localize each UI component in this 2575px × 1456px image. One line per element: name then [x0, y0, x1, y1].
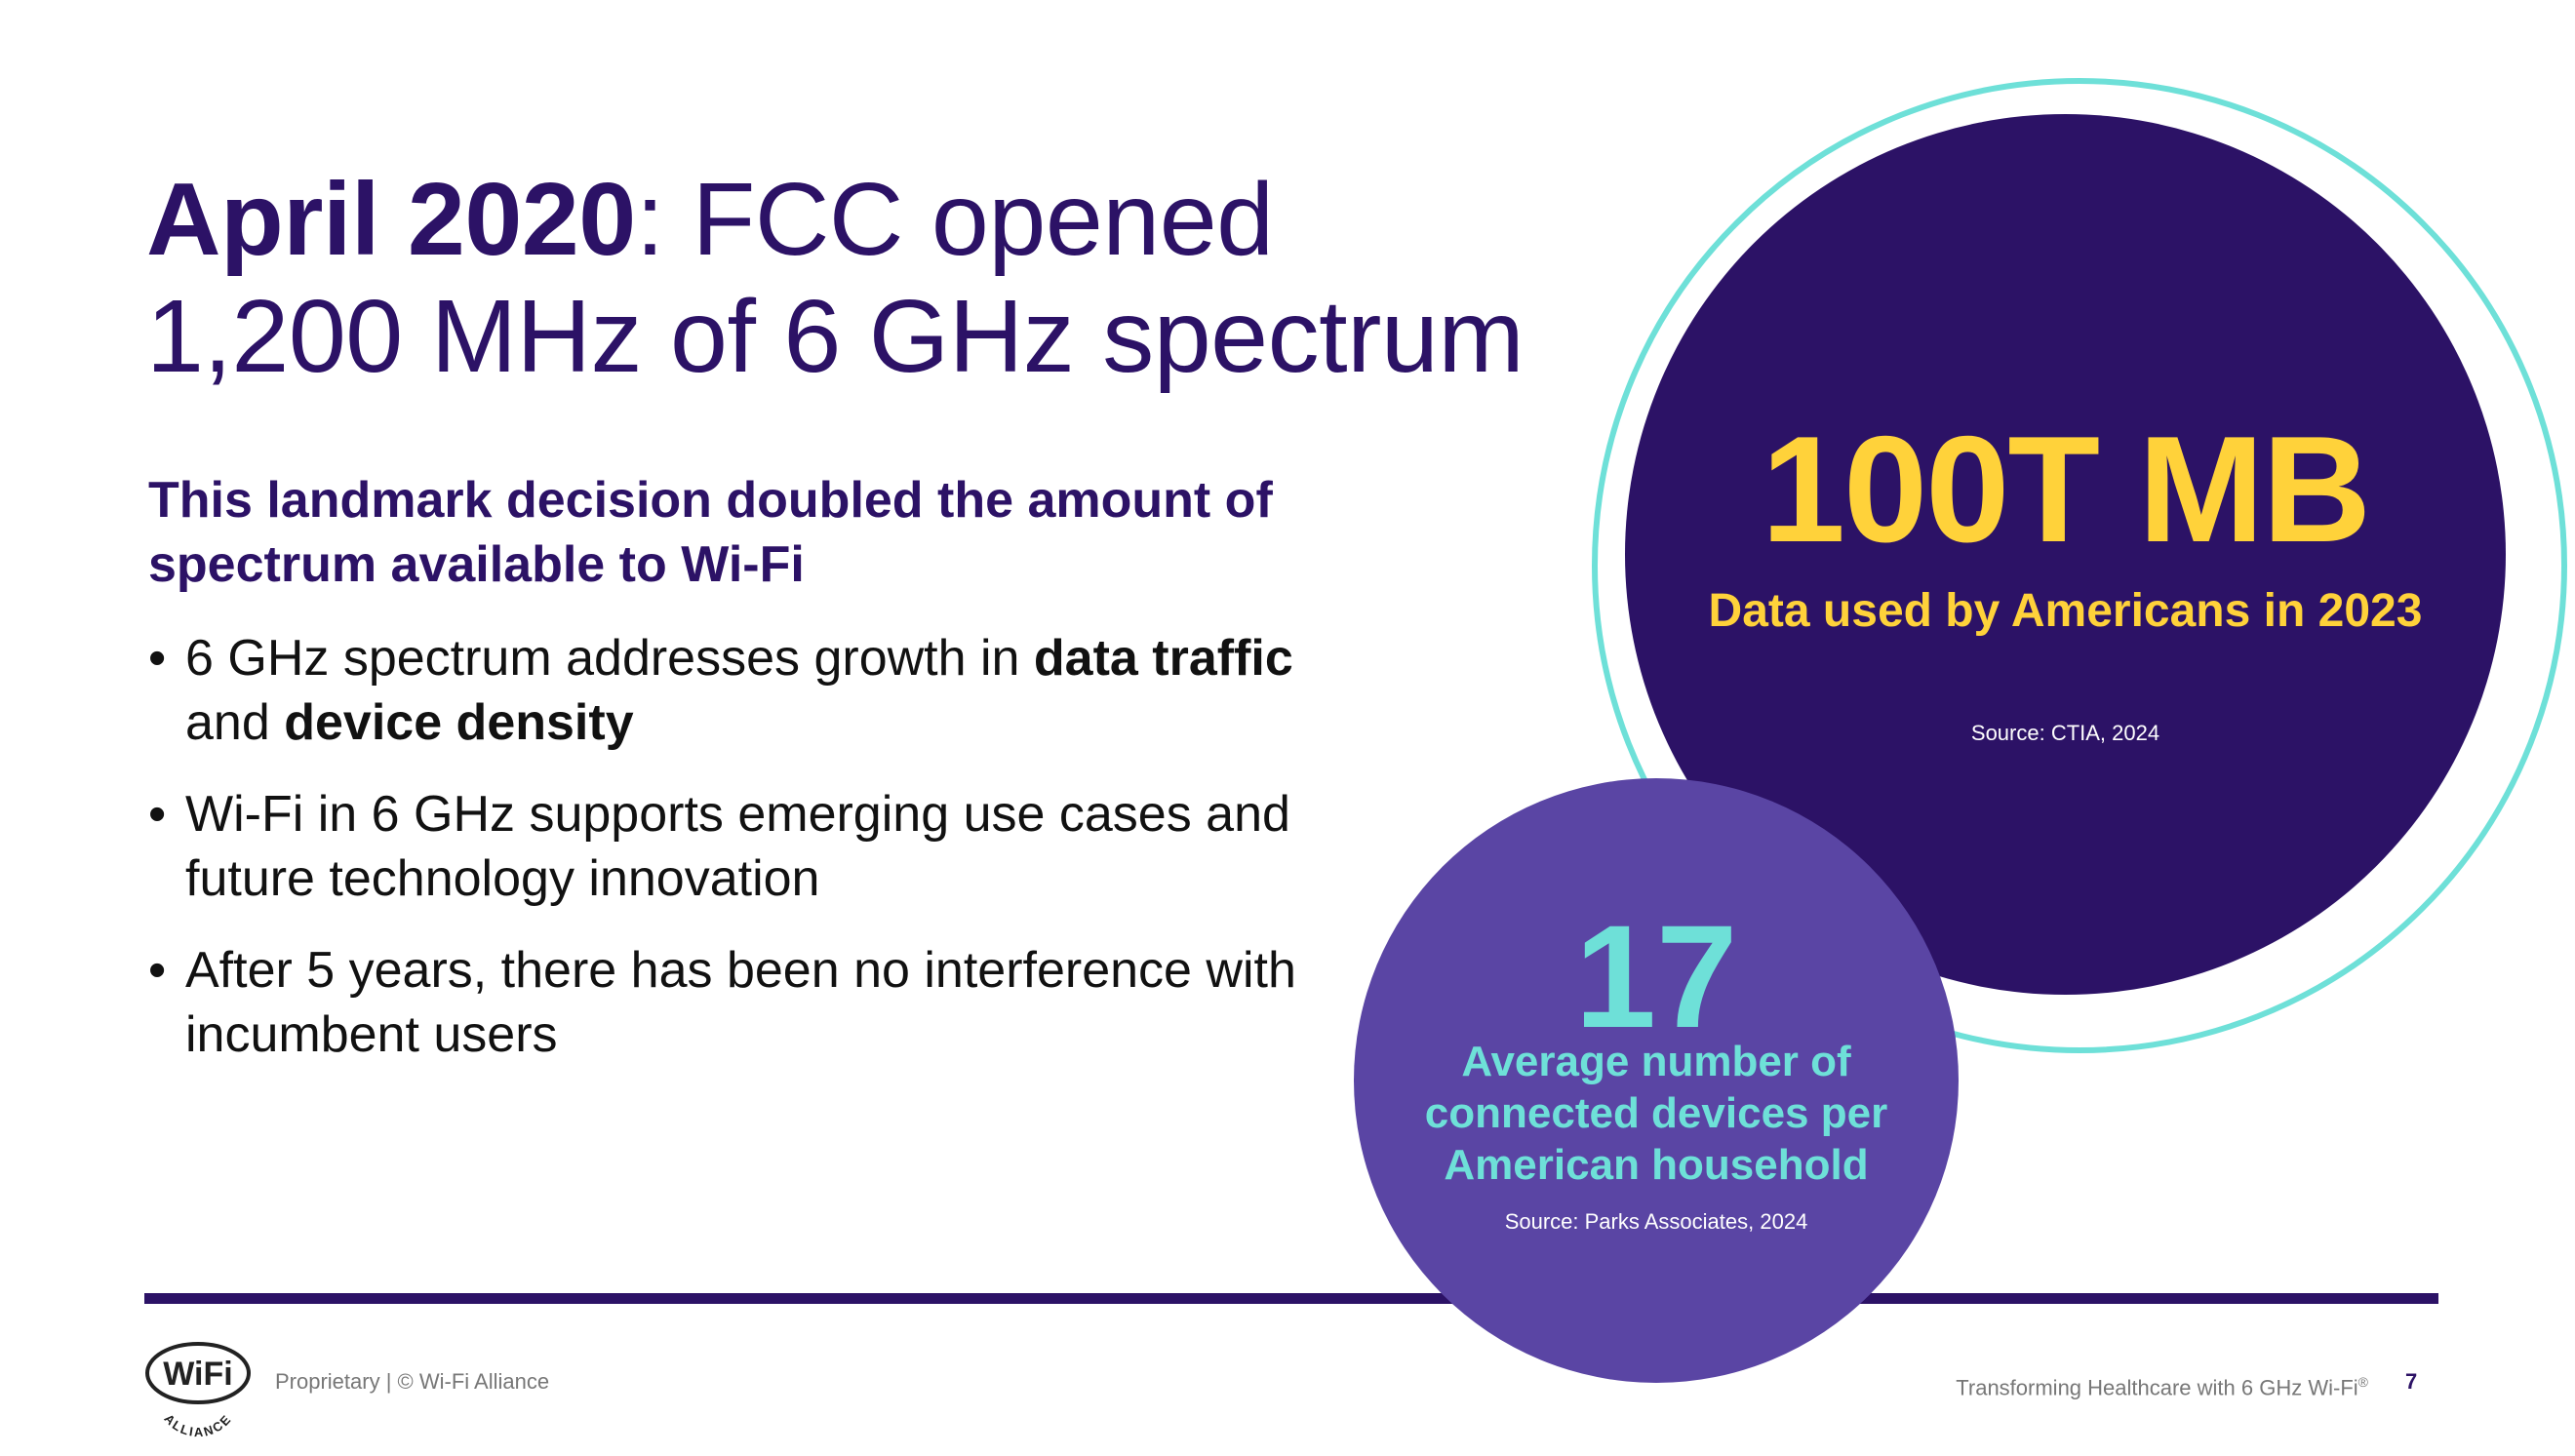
stat-caption-text: Average number of connected devices per … — [1424, 1038, 1888, 1189]
title-line1-rest: : FCC opened — [635, 162, 1274, 277]
bullet-item: • 6 GHz spectrum addresses growth in dat… — [148, 626, 1299, 755]
logo-wordmark: WiFi — [163, 1356, 232, 1393]
footer-divider — [144, 1293, 2438, 1304]
stat-caption: Average number of connected devices per … — [1354, 1036, 1959, 1191]
stat-source: Source: Parks Associates, 2024 — [1504, 1209, 1808, 1234]
bullet-marker: • — [148, 942, 167, 999]
registered-mark: ® — [2357, 1374, 2368, 1390]
subheading: This landmark decision doubled the amoun… — [148, 472, 1273, 593]
wifi-alliance-logo: WiFi ALLIANCE — [145, 1342, 251, 1439]
stat-value: 100T MB — [1761, 405, 2371, 573]
slide-title: April 2020: FCC opened 1,200 MHz of 6 GH… — [146, 161, 1525, 395]
stat-source: Source: CTIA, 2024 — [1970, 721, 2160, 745]
stat-value: 17 — [1574, 894, 1738, 1058]
bullet-list: • 6 GHz spectrum addresses growth in dat… — [148, 626, 1299, 1094]
bullet-text: 6 GHz spectrum addresses growth in — [185, 630, 1034, 687]
bullet-emphasis: device density — [284, 694, 634, 751]
stat-outline-ring — [1592, 78, 2567, 1053]
logo-subtext: ALLIANCE — [161, 1411, 234, 1439]
bullet-text: Wi-Fi in 6 GHz supports emerging use cas… — [185, 786, 1290, 907]
stat-caption-text: Data used by Americans in 2023 — [1708, 585, 2423, 637]
bullet-text: After 5 years, there has been no interfe… — [185, 942, 1296, 1063]
bullet-item: • Wi-Fi in 6 GHz supports emerging use c… — [148, 782, 1299, 911]
footer-copyright: Proprietary | © Wi-Fi Alliance — [275, 1369, 550, 1394]
logo-subtext-path: ALLIANCE — [161, 1411, 232, 1439]
footer-presentation-title: Transforming Healthcare with 6 GHz Wi-Fi… — [1956, 1367, 2368, 1402]
bullet-text: and — [185, 694, 285, 751]
page-number: 7 — [2405, 1369, 2418, 1394]
bullet-item: • After 5 years, there has been no inter… — [148, 938, 1299, 1067]
bullet-emphasis: data traffic — [1033, 630, 1293, 687]
title-line2: 1,200 MHz of 6 GHz spectrum — [146, 279, 1525, 394]
logo-oval — [145, 1342, 251, 1404]
stat-circle-devices: 17 Average number of connected devices p… — [1354, 778, 1959, 1383]
bullet-marker: • — [148, 786, 167, 843]
footer-title-text: Transforming Healthcare with 6 GHz Wi-Fi — [1956, 1375, 2358, 1400]
stat-caption: Data used by Americans in 2023 — [1625, 582, 2506, 641]
title-date: April 2020 — [146, 162, 636, 277]
bullet-marker: • — [148, 630, 167, 687]
